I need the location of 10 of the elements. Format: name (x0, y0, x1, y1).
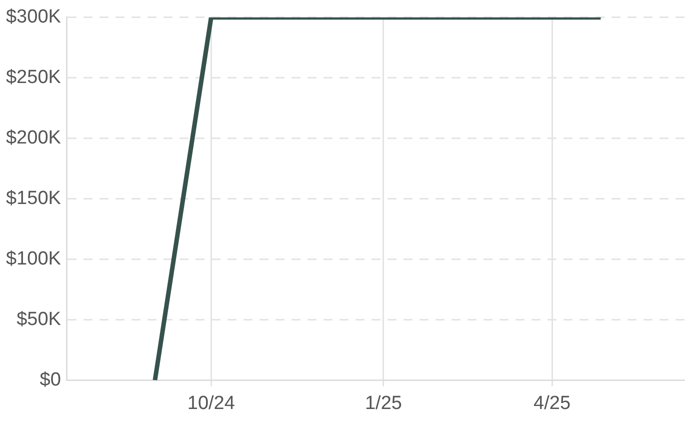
y-tick-label: $300K (6, 6, 62, 28)
x-tick-label: 1/25 (364, 392, 402, 414)
y-tick-label: $0 (40, 369, 61, 390)
y-tick-label: $150K (6, 188, 62, 210)
y-tick-label: $100K (6, 248, 62, 270)
y-tick-label: $200K (6, 128, 62, 149)
x-tick-label: 10/24 (187, 392, 236, 414)
y-tick-label: $250K (6, 67, 62, 88)
x-tick-label: 4/25 (534, 392, 571, 414)
y-tick-label: $50K (16, 308, 62, 330)
